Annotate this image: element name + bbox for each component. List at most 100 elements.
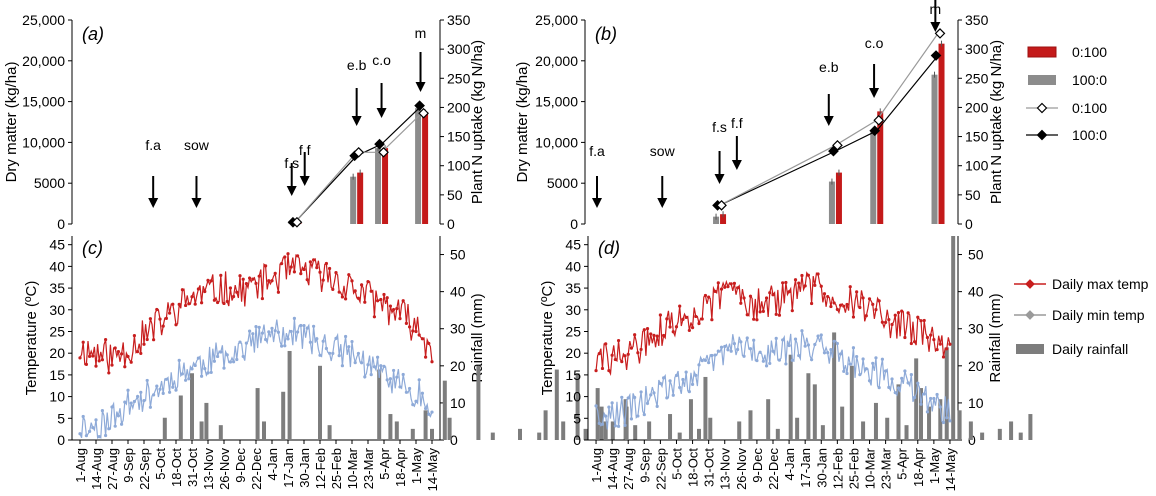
stage-label: f.f — [731, 115, 743, 131]
daily-max-temp-point — [251, 277, 255, 281]
rainfall-bar — [318, 365, 322, 440]
daily-max-temp-point — [164, 316, 168, 320]
daily-min-temp-point — [417, 378, 421, 382]
daily-min-temp-point — [916, 381, 920, 385]
rainfall-bar — [430, 428, 434, 440]
daily-max-temp-point — [678, 304, 682, 308]
daily-max-temp-point — [880, 320, 884, 324]
daily-min-temp-point — [877, 386, 881, 390]
x-tick-label: 25-Feb — [846, 448, 861, 489]
y-tick-label: 10,000 — [22, 134, 65, 150]
daily-max-temp-point — [97, 359, 101, 363]
rainfall-bar — [697, 428, 701, 440]
daily-min-temp-point — [379, 364, 383, 368]
daily-min-temp-point — [363, 375, 367, 379]
rainfall-bar — [603, 421, 608, 440]
daily-min-temp-point — [700, 359, 704, 363]
daily-min-temp-point — [703, 358, 708, 362]
daily-min-temp-point — [158, 387, 162, 391]
daily-max-temp-point — [929, 333, 933, 337]
daily-min-temp-point — [145, 378, 149, 383]
daily-max-temp-point — [649, 332, 653, 336]
y2-tick-label: 50 — [965, 187, 981, 203]
daily-max-temp-point — [810, 301, 814, 306]
daily-min-temp-point — [816, 334, 820, 338]
x-tick-label: 4-Jan — [265, 448, 280, 481]
daily-max-temp-point — [382, 292, 386, 297]
daily-max-temp-point — [781, 281, 785, 285]
y-tick-label: 20,000 — [535, 53, 578, 69]
rainfall-bar — [840, 406, 845, 440]
daily-max-temp-point — [710, 318, 714, 322]
daily-min-temp-point — [152, 393, 156, 397]
daily-min-temp-point — [890, 377, 894, 381]
rainfall-bar — [1028, 414, 1033, 440]
daily-max-temp-point — [225, 299, 229, 304]
y2-tick-label: 100 — [965, 158, 989, 174]
rainfall-bar — [968, 421, 973, 440]
y2-axis-title: Rainfall (mm) — [469, 293, 486, 382]
x-tick-label: 31-Oct — [702, 448, 717, 487]
x-tick-label: 9-Sep — [121, 448, 136, 483]
daily-max-temp-point — [161, 324, 165, 328]
daily-max-temp-point — [803, 284, 807, 288]
daily-min-temp-point — [270, 326, 274, 330]
daily-min-temp-point — [687, 390, 691, 394]
daily-max-temp-point — [742, 296, 746, 300]
daily-max-temp-point — [768, 291, 772, 295]
daily-min-temp-point — [848, 362, 852, 366]
x-tick-label: 5-Oct — [669, 448, 684, 480]
daily-min-temp-point — [360, 361, 364, 365]
daily-max-temp-point — [671, 330, 675, 334]
daily-min-temp-point — [668, 379, 672, 383]
daily-min-temp-point — [148, 405, 152, 409]
stage-label: e.b — [819, 59, 839, 75]
daily-min-temp-point — [739, 340, 743, 344]
daily-min-temp-point — [334, 336, 338, 340]
y2-axis-title: Rainfall (mm) — [987, 293, 1004, 382]
daily-min-temp-point — [104, 433, 108, 438]
daily-max-temp-point — [916, 315, 920, 319]
x-tick-label: 14-Aug — [89, 448, 104, 490]
daily-min-temp-point — [829, 347, 833, 352]
daily-min-temp-point — [761, 359, 765, 363]
daily-max-temp-point — [376, 299, 380, 303]
daily-min-temp-point — [748, 347, 753, 351]
daily-min-temp-point — [629, 417, 634, 421]
rainfall-bar — [575, 373, 580, 440]
rainfall-bar — [873, 402, 878, 440]
y-tick-label: 15,000 — [535, 94, 578, 110]
daily-min-temp-point — [797, 353, 801, 358]
daily-min-temp-point — [180, 372, 184, 376]
daily-min-temp-point — [382, 364, 386, 368]
daily-max-temp-point — [909, 341, 913, 346]
daily-min-temp-point — [276, 330, 280, 334]
rainfall-bar — [199, 421, 204, 440]
rainfall-bar — [668, 414, 673, 440]
rainfall-bar — [914, 358, 919, 440]
y-tick-label: 25 — [565, 323, 581, 339]
y-axis-title: Temperature (ºC) — [23, 281, 40, 396]
daily-min-temp-point — [800, 329, 804, 333]
daily-min-temp-point — [430, 410, 434, 414]
daily-max-temp-point — [88, 354, 92, 358]
daily-max-temp-point — [806, 273, 810, 277]
daily-min-temp-point — [912, 395, 917, 400]
daily-min-temp-point — [248, 329, 252, 333]
rainfall-bar — [554, 369, 559, 440]
legend-dry-matter: 0:100 100:0 0:100 100:0 — [1026, 44, 1107, 143]
legend-weather: Daily max temp Daily min temp Daily rainfa… — [1014, 276, 1149, 357]
daily-min-temp-point — [932, 396, 936, 401]
legend-swatch-rainfall — [1016, 344, 1044, 354]
daily-min-temp-point — [678, 385, 682, 390]
daily-min-temp-point — [900, 376, 904, 380]
daily-min-temp-point — [177, 358, 181, 362]
daily-min-temp-point — [350, 339, 354, 344]
daily-max-temp-point — [142, 342, 146, 346]
daily-max-temp-point — [645, 327, 650, 331]
stage-arrowhead — [286, 186, 297, 196]
daily-min-temp-point — [726, 348, 730, 352]
daily-max-temp-point — [729, 282, 733, 286]
daily-max-temp-point — [321, 278, 325, 282]
bar-100-0 — [350, 176, 357, 224]
